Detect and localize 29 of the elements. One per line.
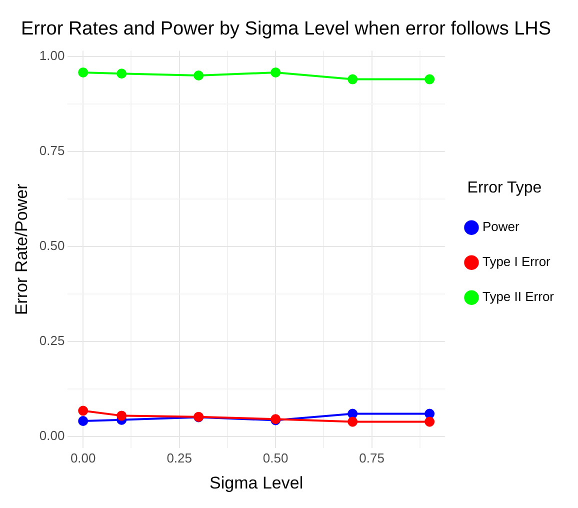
point	[194, 70, 204, 81]
point	[424, 416, 435, 427]
y-tick-label: 0.25	[39, 333, 65, 348]
x-axis-title: Sigma Level	[210, 473, 304, 492]
point	[78, 67, 88, 78]
point	[348, 416, 358, 427]
y-tick-label: 0.50	[39, 238, 65, 254]
point	[424, 408, 435, 419]
chart-title: Error Rates and Power by Sigma Level when error follows LHS	[20, 18, 552, 40]
legend-label: Type I Error	[482, 254, 552, 270]
x-tick-label: 0.50	[262, 450, 288, 466]
y-axis-title: Error Rate/Power	[12, 183, 31, 316]
legend-label: Type II Error	[482, 289, 555, 304]
point	[116, 410, 127, 421]
point	[270, 67, 281, 78]
point	[348, 74, 358, 84]
legend-title: Error Type	[467, 179, 542, 196]
x-tick-label: 0.75	[359, 450, 384, 466]
point	[348, 408, 358, 419]
x-tick-label: 0.00	[70, 450, 96, 466]
y-tick-label: 0.75	[39, 143, 65, 158]
point	[424, 74, 435, 84]
point	[116, 68, 127, 79]
legend-label: Power	[482, 219, 520, 234]
y-tick-label: 1.00	[39, 48, 65, 64]
point	[78, 406, 88, 416]
x-tick-label: 0.25	[166, 450, 192, 466]
point	[78, 416, 88, 426]
y-tick-label: 0.00	[39, 428, 65, 444]
